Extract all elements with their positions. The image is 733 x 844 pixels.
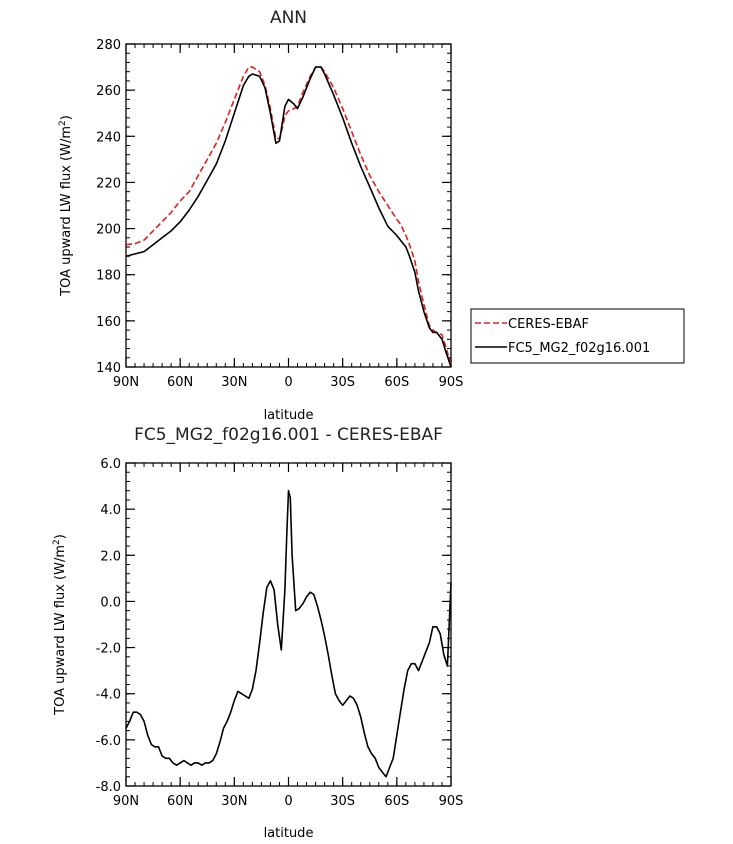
x-tick-label: 90N: [113, 375, 139, 390]
plot-frame: [125, 462, 452, 787]
chart-panel-2: FC5_MG2_f02g16.001 - CERES-EBAF 90N 60N 30N…: [52, 425, 463, 841]
x-tick-label: 30S: [330, 794, 355, 809]
x-tick-label: 90S: [439, 375, 464, 390]
x-tick-label: 30N: [221, 794, 247, 809]
x-tick-label: 30N: [221, 375, 247, 390]
x-tick-label: 0: [284, 794, 292, 809]
y-tick-label: 200: [96, 223, 121, 238]
x-tick-label: 30S: [330, 375, 355, 390]
y-tick-label: -4.0: [96, 688, 121, 703]
y-axis-label: TOA upward LW flux (W/m2): [58, 115, 74, 297]
y-tick-label: -6.0: [96, 734, 121, 749]
y-tick-label: 0.0: [100, 595, 121, 610]
series-line-difference: [125, 489, 452, 778]
plot-frame: [125, 43, 452, 368]
y-tick-label: 280: [96, 38, 121, 53]
y-tick-label: 260: [96, 84, 121, 99]
x-tick-label: 90N: [113, 794, 139, 809]
x-axis-label: latitude: [264, 408, 314, 423]
y-tick-label: 6.0: [100, 457, 121, 472]
x-tick-label: 60N: [167, 375, 193, 390]
series-line-ceres-ebaf: [125, 66, 452, 365]
chart-title: FC5_MG2_f02g16.001 - CERES-EBAF: [134, 425, 443, 445]
x-tick-label: 60S: [384, 375, 409, 390]
y-axis-label: TOA upward LW flux (W/m2): [52, 534, 68, 716]
x-tick-label: 60S: [384, 794, 409, 809]
y-tick-label: -2.0: [96, 642, 121, 657]
y-tick-label: -8.0: [96, 780, 121, 795]
legend-label: CERES-EBAF: [508, 317, 589, 332]
legend-box: [470, 308, 685, 364]
x-tick-label: 60N: [167, 794, 193, 809]
x-axis-label: latitude: [264, 826, 314, 841]
y-tick-label: 220: [96, 176, 121, 191]
legend: CERES-EBAF FC5_MG2_f02g16.001: [470, 308, 685, 364]
y-tick-label: 240: [96, 130, 121, 145]
chart-title: ANN: [270, 8, 307, 28]
y-tick-label: 180: [96, 269, 121, 284]
legend-label: FC5_MG2_f02g16.001: [508, 341, 650, 356]
y-tick-label: 160: [96, 315, 121, 330]
x-tick-label: 90S: [439, 794, 464, 809]
y-tick-label: 4.0: [100, 503, 121, 518]
x-tick-label: 0: [284, 375, 292, 390]
y-tick-label: 2.0: [100, 549, 121, 564]
series-line-fc5-mg2-f02g16-001: [125, 66, 452, 368]
y-tick-label: 140: [96, 361, 121, 376]
chart-panel-1: ANN 90N 60N 30N 0 30S 60S 90S 140 160 180 200 220 240…: [58, 8, 685, 423]
